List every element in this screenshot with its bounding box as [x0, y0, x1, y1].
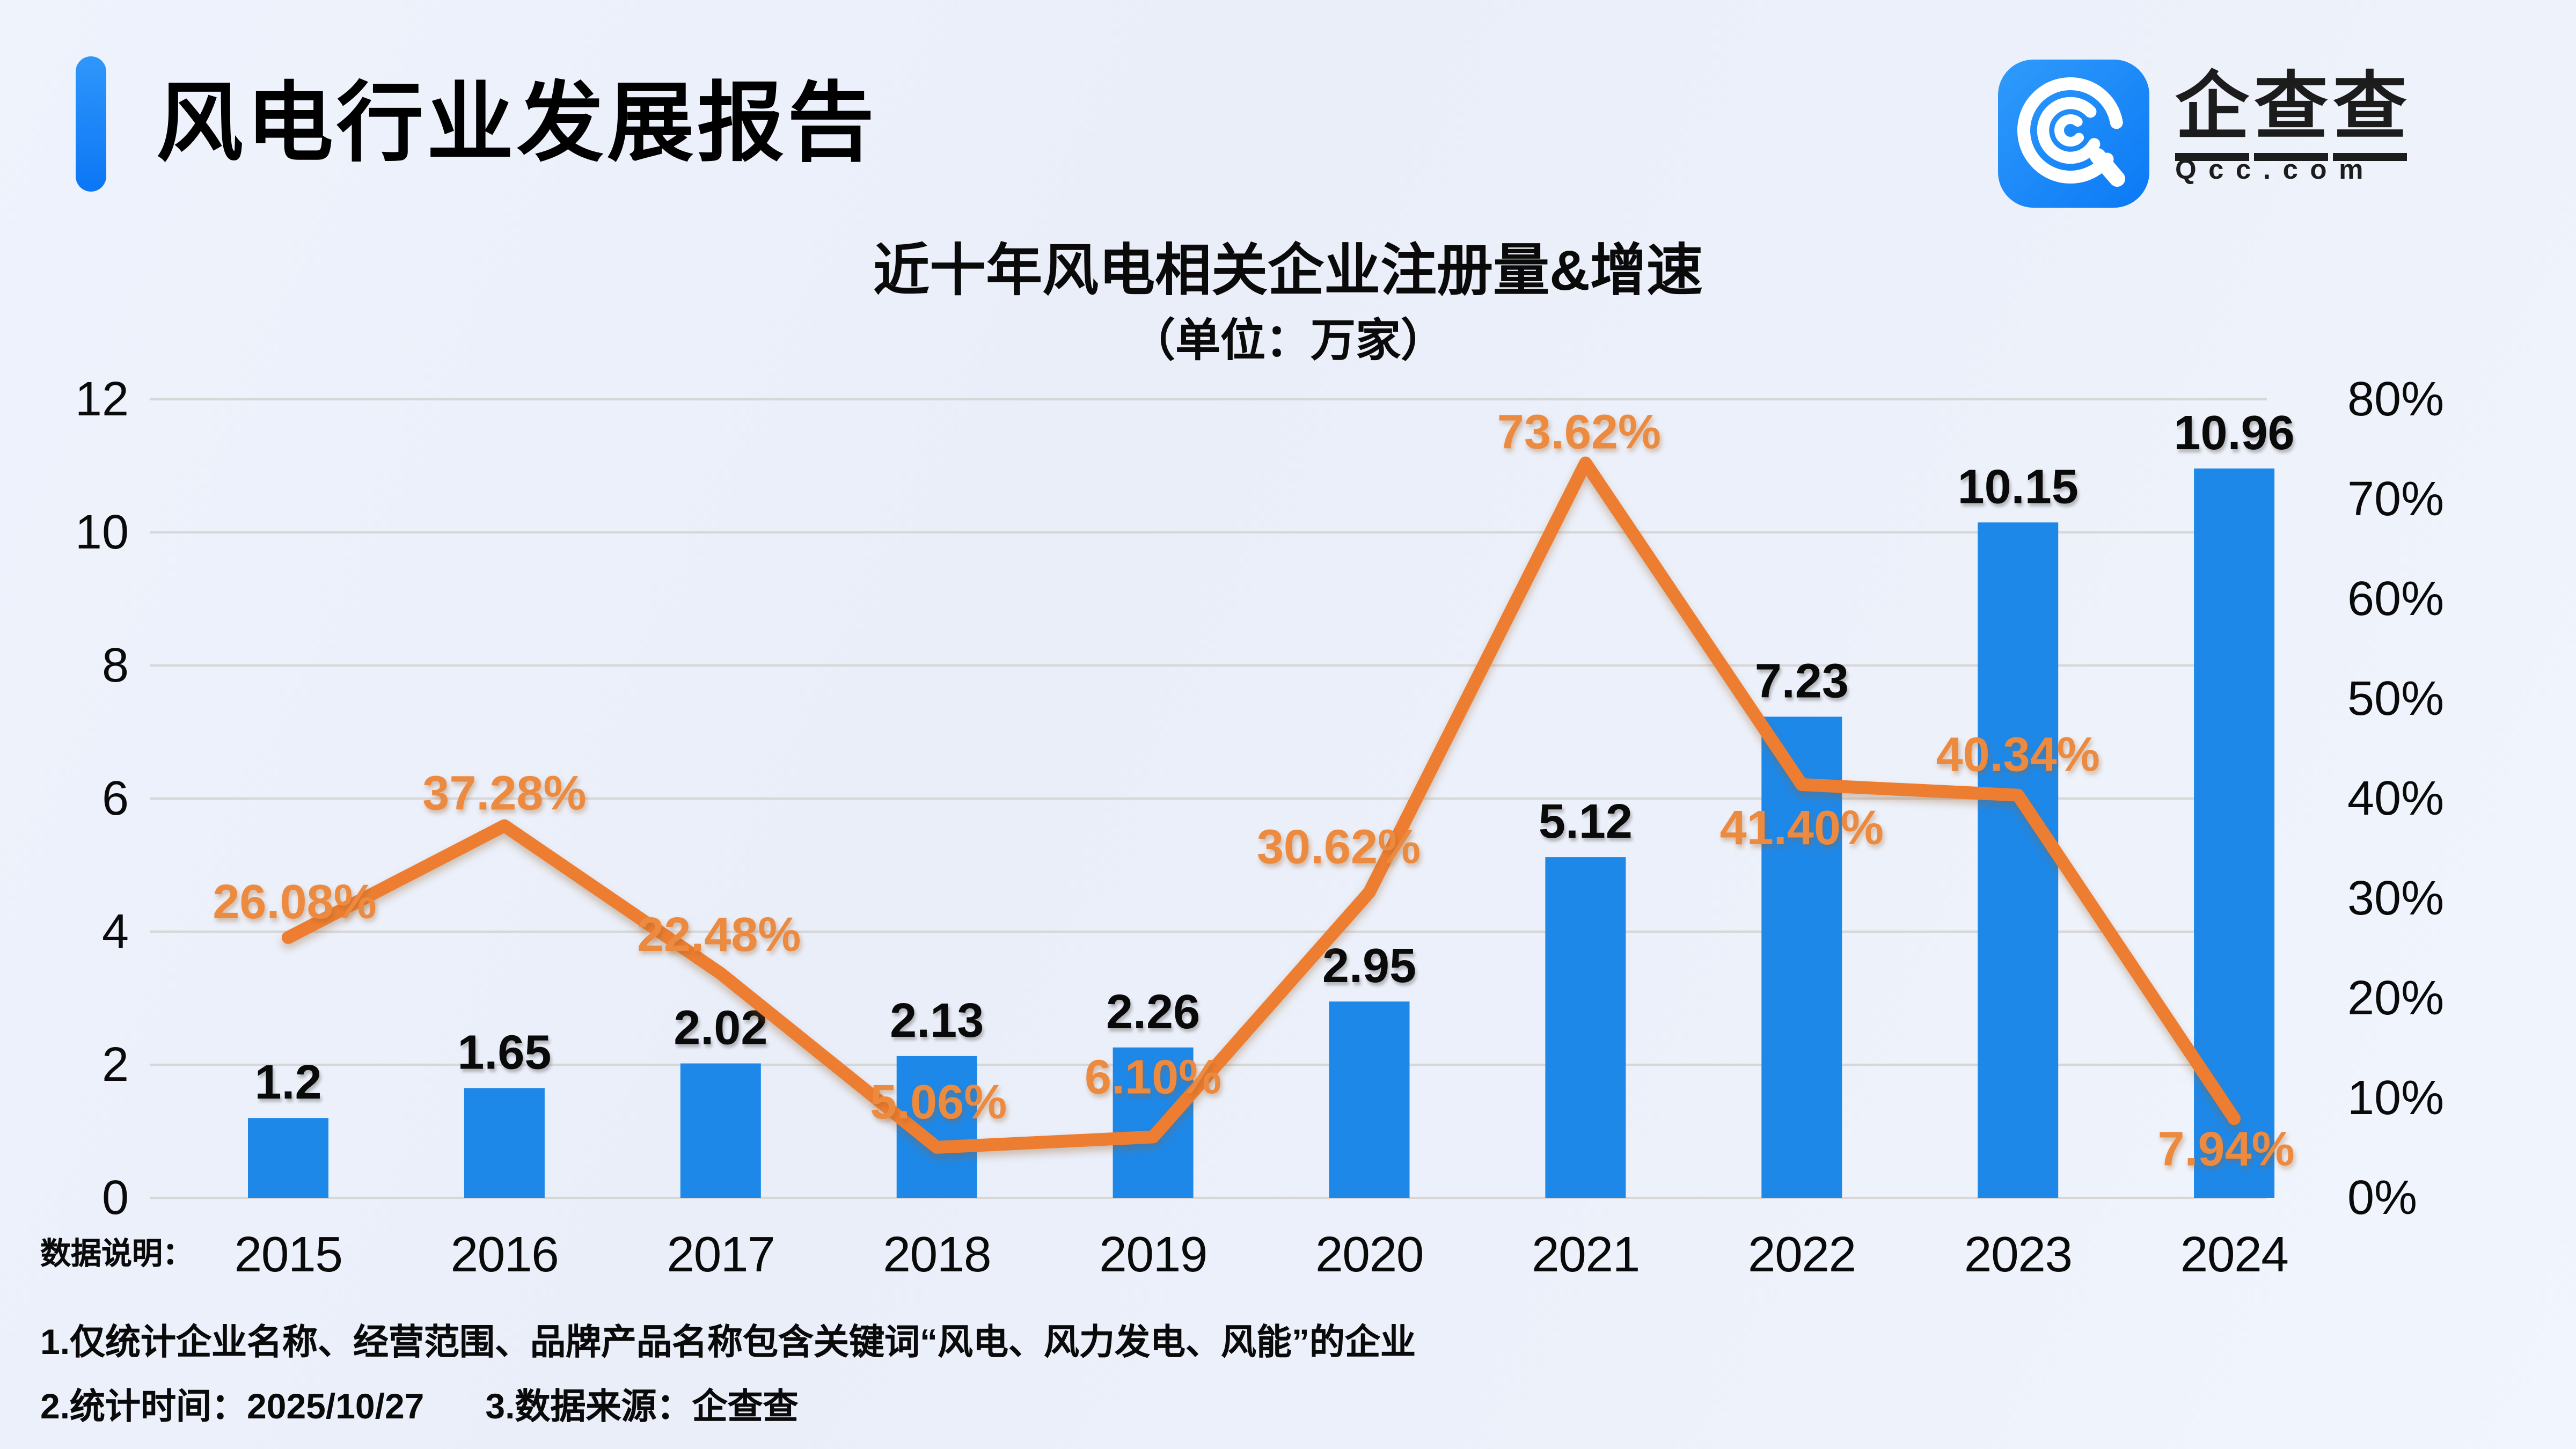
- line-value-label: 5.06%: [870, 1075, 1007, 1129]
- left-axis-tick: 8: [102, 639, 129, 692]
- right-axis-tick: 30%: [2347, 872, 2444, 925]
- logo-char: 企: [2175, 64, 2249, 161]
- bar-value-label: 2.26: [1106, 985, 1200, 1039]
- bar-2020: [1329, 1001, 1410, 1198]
- right-axis-tick: 60%: [2347, 572, 2444, 626]
- line-value-label: 26.08%: [213, 875, 376, 929]
- bar-value-label: 1.65: [457, 1026, 551, 1079]
- qcc-logo-text: 企查查 Qcc.com: [2175, 60, 2412, 187]
- right-axis-tick: 40%: [2347, 772, 2444, 825]
- title-accent-bar: [76, 56, 106, 192]
- bar-2023: [1978, 522, 2059, 1198]
- x-axis-label-2015: 2015: [235, 1226, 342, 1282]
- footnote-2-source: 3.数据来源：企查查: [485, 1386, 799, 1426]
- bar-value-label: 2.95: [1322, 939, 1416, 993]
- footnote-1: 1.仅统计企业名称、经营范围、品牌产品名称包含关键词“风电、风力发电、风能”的企…: [40, 1322, 1416, 1362]
- line-value-label: 30.62%: [1257, 820, 1421, 874]
- right-axis-tick: 0%: [2347, 1171, 2417, 1225]
- bar-value-label: 7.23: [1755, 654, 1849, 708]
- bar-2024: [2194, 468, 2275, 1198]
- left-axis-tick: 4: [102, 905, 129, 958]
- bar-2019: [1113, 1047, 1194, 1198]
- x-axis-label-2024: 2024: [2180, 1226, 2288, 1282]
- chart-subtitle: （单位：万家）: [1130, 316, 1446, 365]
- data-note-label: 数据说明：: [40, 1238, 194, 1272]
- line-value-label: 6.10%: [1085, 1051, 1221, 1104]
- qcc-logo-domain: Qcc.com: [2175, 155, 2375, 185]
- growth-rate-line: [282, 456, 2241, 1154]
- x-axis-label-2022: 2022: [1748, 1226, 1856, 1282]
- bar-value-label: 1.2: [254, 1056, 321, 1109]
- x-axis-label-2017: 2017: [667, 1226, 774, 1282]
- x-axis-label-2021: 2021: [1532, 1226, 1640, 1282]
- line-value-label: 7.94%: [2157, 1122, 2294, 1176]
- line-value-label: 37.28%: [422, 767, 586, 821]
- bar-2022: [1761, 716, 1842, 1198]
- line-value-label: 73.62%: [1497, 406, 1661, 459]
- left-axis-tick: 2: [102, 1038, 129, 1092]
- right-axis-tick: 50%: [2347, 672, 2444, 726]
- line-value-label: 22.48%: [637, 908, 801, 962]
- right-axis-tick: 80%: [2347, 372, 2444, 426]
- bar-value-label: 2.13: [890, 994, 984, 1048]
- x-axis-label-2018: 2018: [883, 1226, 991, 1282]
- x-axis-label-2020: 2020: [1315, 1226, 1423, 1282]
- bar-2016: [464, 1088, 545, 1198]
- left-axis-tick: 10: [75, 506, 129, 559]
- logo-char: 查: [2254, 64, 2328, 161]
- line-value-label: 41.40%: [1720, 801, 1884, 855]
- left-axis-tick: 12: [75, 372, 129, 426]
- right-axis-tick: 20%: [2347, 971, 2444, 1025]
- bar-value-label: 10.15: [1958, 460, 2079, 514]
- bar-value-label: 10.96: [2174, 406, 2294, 460]
- bar-2017: [680, 1063, 761, 1198]
- qcc-logo-name: 企查查: [2175, 64, 2412, 161]
- left-axis-tick: 0: [102, 1171, 129, 1225]
- bar-value-label: 5.12: [1539, 795, 1633, 848]
- x-axis-label-2023: 2023: [1964, 1226, 2072, 1282]
- bar-value-label: 2.02: [674, 1001, 767, 1055]
- left-axis-tick: 6: [102, 772, 129, 825]
- qcc-logo-icon: [1998, 60, 2149, 208]
- x-axis-label-2016: 2016: [450, 1226, 558, 1282]
- footnote-2-time: 2.统计时间：2025/10/27: [40, 1386, 425, 1426]
- qcc-logo: 企查查 Qcc.com: [1998, 60, 2412, 208]
- bar-2021: [1545, 857, 1626, 1198]
- line-value-label: 40.34%: [1936, 728, 2100, 782]
- chart-title: 近十年风电相关企业注册量&增速: [873, 240, 1703, 303]
- x-axis-label-2019: 2019: [1099, 1226, 1207, 1282]
- bar-2015: [248, 1118, 328, 1198]
- footnote-2: 2.统计时间：2025/10/27 3.数据来源：企查查: [40, 1378, 798, 1430]
- page-title: 风电行业发展报告: [156, 76, 877, 172]
- logo-char: 查: [2333, 64, 2407, 161]
- right-axis-tick: 10%: [2347, 1071, 2444, 1125]
- right-axis-tick: 70%: [2347, 472, 2444, 526]
